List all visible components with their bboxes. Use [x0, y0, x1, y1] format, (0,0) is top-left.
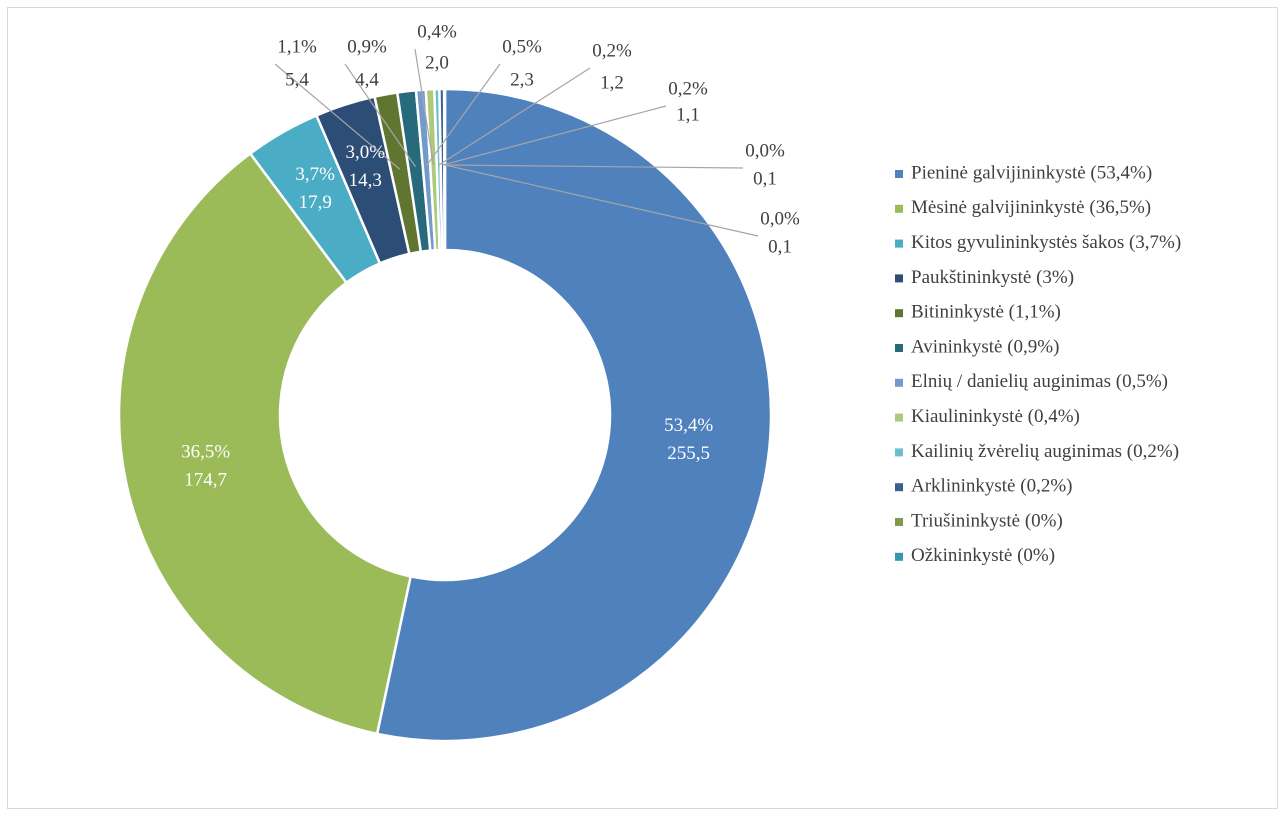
value-label: 17,9: [299, 192, 332, 213]
value-label: 1,2: [600, 72, 624, 93]
legend-label: Elnių / danielių auginimas (0,5%): [911, 371, 1168, 392]
legend-swatch: [895, 552, 903, 561]
value-label: 4,4: [355, 69, 379, 90]
leader-line: [274, 63, 401, 170]
slices: [117, 87, 773, 743]
legend-swatch: [895, 518, 903, 526]
legend-swatch: [895, 274, 903, 283]
legend-label: Mėsinė galvijininkystė (36,5%): [911, 197, 1151, 218]
legend-label: Avininkystė (0,9%): [911, 336, 1059, 357]
legend-swatch: [895, 204, 903, 213]
percent-label: 0,2%: [592, 40, 632, 61]
value-label: 2,3: [510, 69, 534, 90]
value-label: 1,1: [676, 104, 700, 125]
legend-swatch: [895, 344, 903, 352]
value-label: 14,3: [349, 170, 382, 191]
legend-swatch: [895, 448, 903, 457]
legend-swatch: [895, 170, 903, 178]
leader-line: [442, 105, 667, 166]
value-label: 5,4: [285, 69, 309, 90]
legend-label: Kitos gyvulininkystės šakos (3,7%): [911, 232, 1181, 253]
percent-label: 3,0%: [346, 142, 386, 163]
percent-label: 36,5%: [181, 442, 230, 463]
percent-label: 0,5%: [502, 36, 542, 57]
percent-label: 0,2%: [668, 78, 708, 99]
percent-label: 0,0%: [745, 140, 785, 161]
percent-label: 0,4%: [417, 21, 457, 42]
value-label: 0,1: [753, 168, 777, 189]
legend-label: Pieninė galvijininkystė (53,4%): [911, 162, 1152, 183]
legend-label: Bitininkystė (1,1%): [911, 302, 1061, 323]
slice: [117, 151, 413, 736]
percent-label: 1,1%: [277, 36, 317, 57]
legend-swatch: [895, 309, 903, 318]
value-label: 255,5: [667, 443, 710, 464]
leader-line: [438, 67, 591, 166]
legend-label: Kailinių žvėrelių auginimas (0,2%): [911, 441, 1179, 462]
leader-line: [414, 48, 435, 166]
legend-swatch: [895, 378, 903, 387]
percent-label: 0,9%: [347, 36, 387, 57]
slice: [375, 87, 773, 743]
percent-label: 0,0%: [760, 208, 800, 229]
value-label: 2,0: [425, 52, 449, 73]
leader-line: [344, 63, 417, 168]
leader-line: [444, 164, 759, 237]
legend-label: Arklininkystė (0,2%): [911, 476, 1072, 497]
legend-label: Triušininkystė (0%): [911, 510, 1063, 531]
leader-line: [444, 164, 744, 169]
value-label: 174,7: [184, 470, 227, 491]
legend-swatch: [895, 413, 903, 422]
percent-label: 3,7%: [295, 164, 335, 185]
legend-label: Paukštininkystė (3%): [911, 267, 1074, 288]
leader-line: [426, 63, 501, 167]
legend-swatch: [895, 483, 903, 492]
legend-swatch: [895, 239, 903, 248]
percent-label: 53,4%: [664, 415, 713, 436]
legend-label: Ožkininkystė (0%): [911, 545, 1055, 566]
value-label: 0,1: [768, 236, 792, 257]
legend-label: Kiaulininkystė (0,4%): [911, 406, 1080, 427]
